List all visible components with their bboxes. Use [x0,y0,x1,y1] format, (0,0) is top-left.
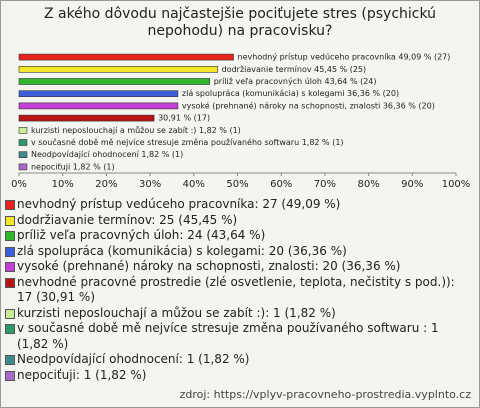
legend-item: v současné době mě nejvíce stresuje změn… [5,321,471,352]
data-label: dodržiavanie termínov 45,45 % (25) [222,65,367,74]
legend-item: nepociťuji: 1 (1,82 %) [5,368,471,384]
legend-item: kurzisti neposlouchají a můžou se zabít … [5,306,471,322]
x-tick-label: 90% [401,179,423,190]
legend: nevhodný prístup vedúceho pracovníka: 27… [5,197,471,383]
x-tick-label: 100% [442,179,471,190]
x-tick-label: 70% [314,179,336,190]
legend-label: nevhodný prístup vedúceho pracovníka: 27… [17,197,341,211]
legend-label: Neodpovídající ohodnocení: 1 (1,82 %) [17,352,250,366]
x-tick-label: 30% [139,179,161,190]
bar [18,78,211,85]
bar [18,139,28,146]
legend-item: dodržiavanie termínov: 25 (45,45 %) [5,213,471,229]
source: zdroj: https://vplyv-pracovneho-prostred… [179,388,471,401]
legend-label: vysoké (prehnané) nároky na schopnosti, … [17,259,401,273]
chart-title: Z akého dôvodu najčastejšie pociťujete s… [43,6,437,39]
legend-swatch [5,200,15,210]
x-tick-label: 80% [357,179,379,190]
legend-swatch [5,324,15,334]
legend-item: nevhodný prístup vedúceho pracovníka: 27… [5,197,471,213]
legend-swatch [5,215,15,226]
legend-label: kurzisti neposlouchají a můžou se zabít … [17,305,336,320]
x-tick-label: 40% [183,179,205,190]
legend-item: Neodpovídající ohodnocení: 1 (1,82 %) [5,352,471,368]
legend-swatch [5,231,15,241]
x-tick-label: 0% [11,179,27,190]
data-label: vysoké (prehnané) nároky na schopnosti, … [182,100,435,110]
data-label: nevhodný prístup vedúceho pracovníka 49,… [238,53,451,62]
data-label: v současné době mě nejvíce stresuje změn… [31,137,344,147]
legend-swatch [5,308,15,319]
bar [18,90,179,97]
x-tick-label: 10% [52,179,74,190]
bar [18,114,155,122]
legend-swatch [5,262,15,272]
data-label: kurzisti neposlouchají a můžou se zabít … [31,125,241,135]
data-label: príliž veľa pracovných úloh 43,64 % (24) [214,77,377,86]
bar [18,53,234,61]
x-tick-label: 50% [226,179,248,190]
legend-item: zlá spolupráca (komunikácia) s kolegami:… [5,244,471,260]
data-label: Neodpovídající ohodnocení 1,82 % (1) [31,150,183,159]
legend-item: nevhodné pracovné prostredie (zlé osvetl… [5,275,471,306]
bar [18,163,28,171]
legend-label: príliž veľa pracovných úloh: 24 (43,64 %… [17,228,266,242]
chart: 0% 10% 20% 30% 40% 50% 60% 70% 80% 90% 100% nevhodn… [11,53,471,190]
legend-swatch [5,277,15,288]
x-tick-label: 60% [270,179,292,190]
data-label: nepociťuji 1,82 % (1) [31,162,115,171]
x-tick-label: 20% [95,179,117,190]
legend-swatch [5,246,15,257]
bar [18,127,28,134]
bar [18,102,179,110]
legend-swatch [5,355,15,365]
bar [18,66,218,73]
legend-label: dodržiavanie termínov: 25 (45,45 %) [17,212,238,227]
legend-label: nevhodné pracovné prostredie (zlé osvetl… [17,274,455,305]
legend-label: nepociťuji: 1 (1,82 %) [17,367,147,382]
data-label: zlá spolupráca (komunikácia) s kolegami … [182,89,399,98]
legend-item: príliž veľa pracovných úloh: 24 (43,64 %… [5,228,471,244]
data-label: 30,91 % (17) [158,114,210,123]
legend-label: v současné době mě nejvíce stresuje změn… [17,321,439,351]
legend-item: vysoké (prehnané) nároky na schopnosti, … [5,259,471,275]
legend-label: zlá spolupráca (komunikácia) s kolegami:… [17,243,347,258]
legend-swatch [5,370,15,381]
bar [18,151,28,158]
